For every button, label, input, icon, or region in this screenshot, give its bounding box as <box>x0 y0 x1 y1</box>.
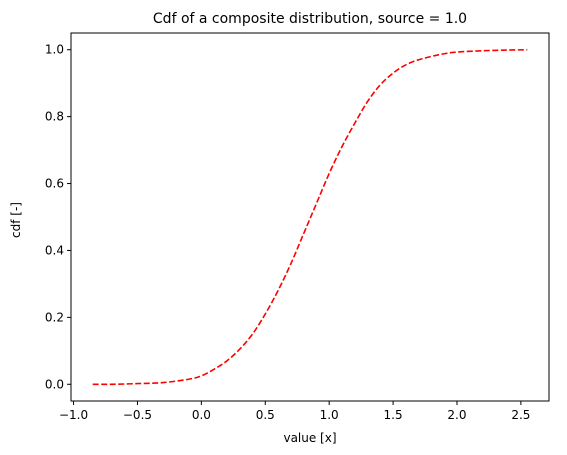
x-tick-label: 1.5 <box>384 408 403 422</box>
x-tick-label: 2.5 <box>511 408 530 422</box>
cdf-line <box>92 48 528 386</box>
y-axis-label: cdf [-] <box>9 202 23 238</box>
y-tick-label: 0.2 <box>45 310 64 324</box>
y-tick-label: 0.8 <box>45 110 64 124</box>
y-tick-label: 0.0 <box>45 377 64 391</box>
y-tick-label: 0.4 <box>45 243 64 257</box>
x-tick-label: −0.5 <box>123 408 152 422</box>
chart-title: Cdf of a composite distribution, source … <box>153 11 467 27</box>
x-tick-label: 0.0 <box>192 408 211 422</box>
plot-area: −1.0 −0.5 0.0 0.5 1.0 1.5 2.0 2.5 0.00.20.40.60… <box>45 32 550 422</box>
x-tick-label: −1.0 <box>59 408 88 422</box>
x-tick-label: 0.5 <box>256 408 275 422</box>
y-tick-label: 1.0 <box>45 43 64 57</box>
y-tick-label: 0.6 <box>45 177 64 191</box>
x-tick-label: 1.0 <box>320 408 339 422</box>
y-axis-ticks: 0.0 0.2 0.4 0.6 0.8 1.0 <box>45 43 71 391</box>
x-tick-label: 2.0 <box>447 408 466 422</box>
x-axis-ticks: −1.0 −0.5 0.0 0.5 1.0 1.5 2.0 2.5 <box>59 401 530 422</box>
x-axis-label: value [x] <box>283 431 336 445</box>
